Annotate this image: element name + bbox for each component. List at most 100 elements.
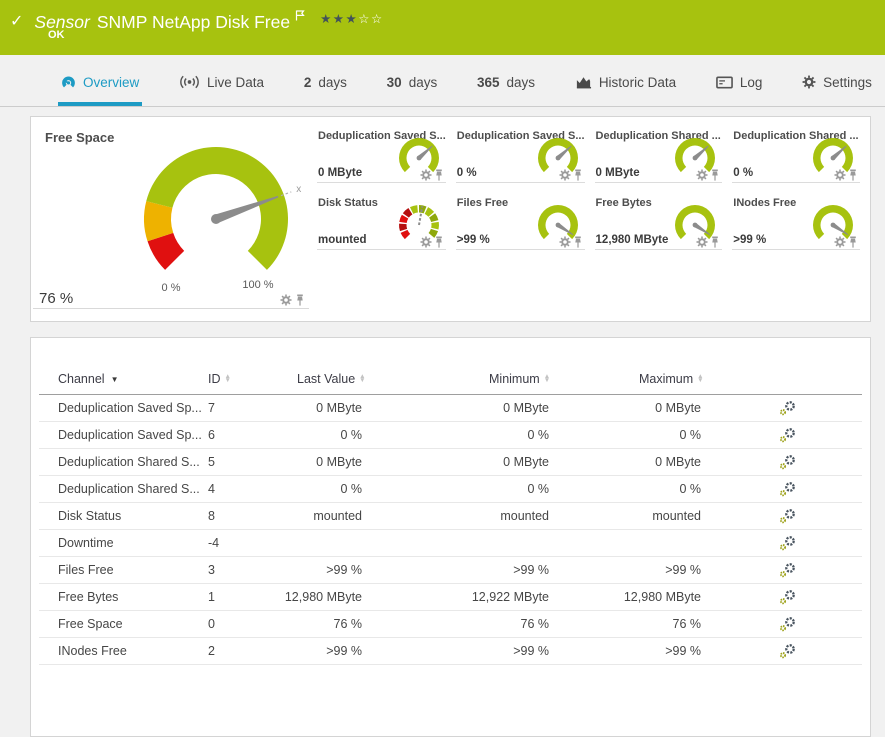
cell-channel: Free Space <box>58 617 208 631</box>
gauge-settings-icon[interactable] <box>834 169 846 181</box>
sort-icon: ▲▼ <box>544 375 550 382</box>
channel-gauges-grid: Deduplication Saved S...0 MByteDeduplica… <box>309 117 870 321</box>
sort-icon: ▲▼ <box>225 375 231 382</box>
cell-channel: Free Bytes <box>58 590 208 604</box>
channel-settings-icon[interactable] <box>779 427 796 443</box>
cell-minimum: 76 % <box>521 617 550 631</box>
cell-minimum: 0 MByte <box>503 401 549 415</box>
channel-settings-icon[interactable] <box>779 400 796 416</box>
table-row[interactable]: Deduplication Saved Sp...70 MByte0 MByte… <box>39 395 862 422</box>
channel-settings-icon[interactable] <box>779 562 796 578</box>
gauge-pin-icon[interactable] <box>848 236 858 248</box>
gauge-pin-icon[interactable] <box>573 169 583 181</box>
flag-icon[interactable] <box>295 8 306 26</box>
star-filled-icon[interactable]: ★ <box>320 12 333 26</box>
gauge-settings-icon[interactable] <box>559 236 571 248</box>
gauge-pin-icon[interactable] <box>848 169 858 181</box>
channel-settings-icon[interactable] <box>779 508 796 524</box>
cell-maximum: 0 % <box>679 428 701 442</box>
table-row[interactable]: Downtime-4 <box>39 530 862 557</box>
cell-minimum: mounted <box>500 509 549 523</box>
column-header-channel[interactable]: Channel▼ <box>58 372 208 386</box>
cell-id: 4 <box>208 482 297 496</box>
gauge-max-label: 100 % <box>242 279 273 291</box>
cell-channel: Deduplication Shared S... <box>58 482 208 496</box>
gauge-settings-icon[interactable] <box>696 169 708 181</box>
cell-id: 1 <box>208 590 297 604</box>
gauge-settings-icon[interactable] <box>559 169 571 181</box>
tab-settings[interactable]: Settings <box>799 62 875 106</box>
gauge-value: >99 % <box>733 234 766 246</box>
tab-2-days[interactable]: 2days <box>301 62 350 106</box>
channels-table: Channel▼ID▲▼Last Value▲▼ Minimum▲▼ Maximum… <box>39 364 862 665</box>
cell-maximum: 0 % <box>679 482 701 496</box>
star-rating[interactable]: ★★★☆☆ <box>320 11 384 26</box>
cell-channel: Disk Status <box>58 509 208 523</box>
cell-channel: Deduplication Saved Sp... <box>58 401 208 415</box>
tab-historic-data[interactable]: Historic Data <box>572 62 679 106</box>
star-empty-icon[interactable]: ☆ <box>371 12 384 26</box>
channel-settings-icon[interactable] <box>779 454 796 470</box>
cell-maximum: 76 % <box>673 617 702 631</box>
channel-gauge-files-free: Files Free>99 % <box>456 192 585 250</box>
table-row[interactable]: Free Space076 %76 %76 % <box>39 611 862 638</box>
table-row[interactable]: Free Bytes112,980 MByte12,922 MByte12,98… <box>39 584 862 611</box>
cell-last-value: 12,980 MByte <box>285 590 362 604</box>
cell-maximum: 0 MByte <box>655 401 701 415</box>
sort-icon: ▲▼ <box>359 375 365 382</box>
gauge-settings-icon[interactable] <box>420 236 432 248</box>
table-row[interactable]: Deduplication Shared S...40 %0 %0 % <box>39 476 862 503</box>
channel-settings-icon[interactable] <box>779 535 796 551</box>
gauge-settings-icon[interactable] <box>420 169 432 181</box>
column-header-id[interactable]: ID▲▼ <box>208 372 297 386</box>
cell-minimum: >99 % <box>513 644 549 658</box>
table-row[interactable]: Deduplication Saved Sp...60 %0 %0 % <box>39 422 862 449</box>
channel-settings-icon[interactable] <box>779 643 796 659</box>
cell-last-value: >99 % <box>326 644 362 658</box>
channel-settings-icon[interactable] <box>779 481 796 497</box>
channel-settings-icon[interactable] <box>779 589 796 605</box>
channel-settings-icon[interactable] <box>779 616 796 632</box>
column-header-maximum[interactable]: Maximum▲▼ <box>639 372 701 386</box>
cell-minimum: >99 % <box>513 563 549 577</box>
table-row[interactable]: Files Free3>99 %>99 %>99 % <box>39 557 862 584</box>
tab-overview[interactable]: Overview <box>58 62 142 106</box>
gauge-settings-icon[interactable] <box>696 236 708 248</box>
gauge-pin-icon[interactable] <box>295 294 305 306</box>
tab-live-data[interactable]: Live Data <box>176 62 267 106</box>
cell-id: 3 <box>208 563 297 577</box>
star-filled-icon[interactable]: ★ <box>346 12 359 26</box>
gauge-min-label: 0 % <box>162 282 181 294</box>
gauge-settings-icon[interactable] <box>834 236 846 248</box>
channel-gauge-free-bytes: Free Bytes12,980 MByte <box>595 192 723 250</box>
gauge-icon <box>61 75 76 90</box>
tab-365-days[interactable]: 365days <box>474 62 538 106</box>
gauge-pin-icon[interactable] <box>434 169 444 181</box>
overview-gauges-panel: Free Space x0 %100 % 76 % Deduplication … <box>30 116 871 322</box>
gauge-pin-icon[interactable] <box>434 236 444 248</box>
cell-channel: Deduplication Saved Sp... <box>58 428 208 442</box>
channel-gauge-deduplication-saved-s: Deduplication Saved S...0 MByte <box>317 125 446 183</box>
cell-id: 2 <box>208 644 297 658</box>
cell-channel: Downtime <box>58 536 208 550</box>
channel-gauge-inodes-free: INodes Free>99 % <box>732 192 860 250</box>
tab-30-days[interactable]: 30days <box>384 62 441 106</box>
gauge-pin-icon[interactable] <box>710 169 720 181</box>
column-header-minimum[interactable]: Minimum▲▼ <box>489 372 549 386</box>
cell-maximum: >99 % <box>665 563 701 577</box>
star-empty-icon[interactable]: ☆ <box>358 12 371 26</box>
tab-bar: Overview Live Data 2days 30days 365days Histo… <box>0 62 885 107</box>
tab-log[interactable]: Log <box>713 62 766 106</box>
cell-maximum: >99 % <box>665 644 701 658</box>
sort-desc-icon: ▼ <box>111 375 119 384</box>
gauge-pin-icon[interactable] <box>710 236 720 248</box>
table-row[interactable]: INodes Free2>99 %>99 %>99 % <box>39 638 862 665</box>
sensor-header: ✓ SensorSNMP NetApp Disk Free ★★★☆☆ OK <box>0 0 885 55</box>
gauge-pin-icon[interactable] <box>573 236 583 248</box>
column-header-last-value[interactable]: Last Value▲▼ <box>297 372 362 386</box>
gauge-value: 0 % <box>733 167 753 179</box>
table-row[interactable]: Disk Status8mountedmountedmounted <box>39 503 862 530</box>
gauge-settings-icon[interactable] <box>280 294 292 306</box>
table-row[interactable]: Deduplication Shared S...50 MByte0 MByte… <box>39 449 862 476</box>
star-filled-icon[interactable]: ★ <box>333 12 346 26</box>
